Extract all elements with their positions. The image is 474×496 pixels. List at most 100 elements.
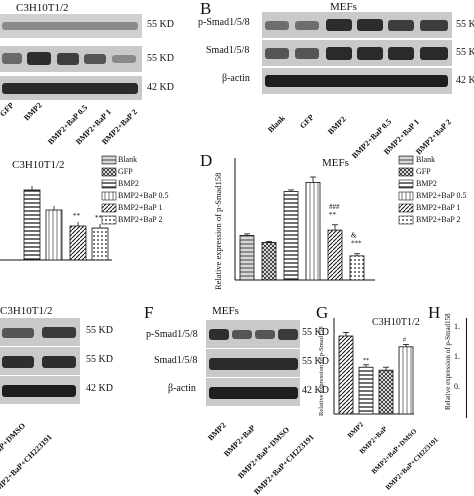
blot-f-row2	[206, 349, 300, 377]
chart-g-bar-4	[398, 346, 414, 415]
legend-d-item-1: Blank	[416, 155, 436, 164]
legend-d-item-6: BMP2+BaP 2	[416, 215, 461, 224]
chart-d-error-3	[288, 189, 294, 192]
chart-d-bar-5	[327, 229, 343, 281]
legend-c-swatch-6	[101, 215, 117, 225]
panel-d-letter: D	[200, 151, 213, 170]
blot-f-lane-2: BMP2+BaP	[222, 423, 258, 459]
chart-g-lane-2: BMP2+BaP	[358, 424, 389, 456]
panel-g-letter: G	[316, 303, 329, 322]
chart-d-bar-6	[349, 255, 365, 281]
chart-g: ** #	[333, 318, 414, 415]
legend-d-item-2: GFP	[416, 167, 431, 176]
chart-d-bar-3	[283, 191, 299, 281]
panel-a-title: C3H10T1/2	[16, 2, 69, 14]
legend-c-item-3: BMP2	[118, 179, 139, 188]
blot-b-lane-1: Blank	[266, 113, 287, 135]
chart-d-ylabel: Relative expression of p-Smad158	[213, 172, 223, 290]
panel-f-title: MEFs	[212, 305, 239, 317]
legend-c-swatch-4	[101, 191, 117, 201]
chart-d-annotation-1: ###	[329, 203, 340, 211]
chart-d-annotation-3: &	[351, 232, 357, 240]
chart-d-error-2	[266, 240, 272, 243]
blot-b-row2	[262, 40, 452, 66]
blot-a-row2	[0, 46, 142, 72]
blot-f-row1	[206, 320, 300, 348]
blot-b-row-label-3: β-actin	[222, 73, 250, 84]
blot-f-marker-1: 55 KD	[302, 327, 329, 338]
legend-c-swatch-5	[101, 203, 117, 213]
blot-b-row-label-2: Smad1/5/8	[206, 45, 250, 56]
blot-f-lane-1: BMP2	[206, 420, 228, 443]
blot-a-row1	[0, 14, 142, 38]
chart-c: ** **	[0, 155, 117, 261]
chart-d-error-4	[310, 176, 316, 183]
chart-c-bar-6	[91, 227, 109, 261]
blot-a-marker-3: 42 KD	[147, 82, 174, 93]
panel-d-title: MEFs	[322, 157, 349, 169]
blot-b-marker-2: 55 KD	[456, 47, 474, 58]
legend-c-swatch-3	[101, 179, 117, 189]
chart-d-error-6	[354, 253, 360, 256]
legend-c-swatch-2	[101, 167, 117, 177]
blot-e-row1	[0, 318, 80, 346]
chart-d-annotation-2: **	[329, 211, 337, 219]
chart-c-bar-5	[69, 225, 87, 261]
blot-f-row-label-1: p-Smad1/5/8	[146, 329, 198, 340]
legend-c-item-5: BMP2+BaP 1	[118, 203, 163, 212]
legend-d-swatch-4	[398, 191, 414, 201]
legend-d-swatch-2	[398, 167, 414, 177]
blot-f-marker-2: 55 KD	[302, 356, 329, 367]
legend-c-item-1: Blank	[118, 155, 138, 164]
legend-c-item-6: BMP2+BaP 2	[118, 215, 163, 224]
blot-a-row3	[0, 76, 142, 100]
legend-d-swatch-5	[398, 203, 414, 213]
legend-d-item-3: BMP2	[416, 179, 437, 188]
blot-f-row-label-2: Smad1/5/8	[154, 355, 198, 366]
chart-c-annotation-1: **	[73, 212, 81, 220]
blot-e-marker-2: 55 KD	[86, 354, 113, 365]
chart-g-ylabel: Relative expression of p-Smad158	[318, 326, 325, 416]
chart-g-error-2	[363, 364, 369, 368]
blot-b-lane-2: GFP	[298, 112, 316, 131]
chart-g-annotation-1: **	[363, 358, 369, 364]
blot-f-row-label-3: β-actin	[168, 383, 196, 394]
blot-a-marker-2: 55 KD	[147, 53, 174, 64]
blot-e-row3	[0, 376, 80, 404]
chart-h-yaxis	[466, 318, 467, 418]
blot-b-row1	[262, 12, 452, 38]
panel-g-title: C3H10T1/2	[372, 317, 420, 328]
chart-g-error-1	[343, 331, 349, 336]
chart-d-error-5	[332, 224, 338, 231]
chart-d-annotation-4: ***	[351, 240, 362, 248]
chart-g-annotation-2: #	[403, 337, 406, 343]
chart-h-tick-1: 1.	[454, 322, 460, 331]
blot-e-marker-1: 55 KD	[86, 325, 113, 336]
chart-d-bar-4	[305, 181, 321, 281]
blot-e-row2	[0, 347, 80, 375]
blot-a-marker-1: 55 KD	[147, 19, 174, 30]
legend-c-item-2: GFP	[118, 167, 133, 176]
chart-g-error-3	[383, 366, 389, 371]
legend-d-swatch-6	[398, 215, 414, 225]
blot-b-lane-3: BMP2	[326, 114, 348, 137]
chart-d-error-1	[244, 233, 250, 236]
blot-a-lane-1: GFP	[0, 100, 16, 119]
panel-e-title: C3H10T1/2	[0, 305, 53, 317]
chart-d-bar-2	[261, 242, 277, 281]
legend-d-item-4: BMP2+BaP 0.5	[416, 191, 467, 200]
panel-b-title: MEFs	[330, 1, 357, 13]
blot-a-lane-2: BMP2	[22, 100, 44, 123]
panel-c-title: C3H10T1/2	[12, 159, 65, 171]
chart-d-bar-1	[239, 235, 255, 281]
legend-c-swatch-1	[101, 155, 117, 165]
legend-d-swatch-3	[398, 179, 414, 189]
chart-c-bar-3	[23, 189, 41, 261]
legend-d-swatch-1	[398, 155, 414, 165]
blot-f-row3	[206, 378, 300, 406]
chart-g-lane-1: BMP2	[346, 420, 366, 440]
legend-c-item-4: BMP2+BaP 0.5	[118, 191, 169, 200]
panel-b-letter: B	[200, 0, 212, 18]
chart-g-error-4	[403, 344, 409, 347]
blot-e-marker-3: 42 KD	[86, 383, 113, 394]
